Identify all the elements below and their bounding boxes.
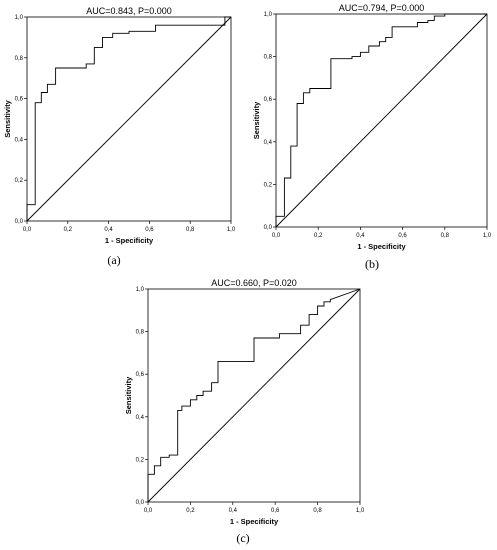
chart-2-x-tick-label: 0,0 xyxy=(272,233,281,239)
chart-1-reference-line xyxy=(26,16,232,222)
chart-2-reference-line xyxy=(275,13,488,228)
chart-3-title: AUC=0.660, P=0.020 xyxy=(211,278,297,288)
chart-3-y-tick-label: 0,2 xyxy=(136,457,145,463)
chart-3-x-tick-label: 0,0 xyxy=(144,508,153,514)
chart-3-roc-curve xyxy=(147,288,361,502)
chart-2-x-tick-label: 1,0 xyxy=(483,233,492,239)
chart-1-x-tick-label: 0,8 xyxy=(186,227,195,233)
chart-1-x-tick-label: 0,2 xyxy=(64,227,73,233)
chart-1-roc-curve xyxy=(26,16,231,221)
chart-3-x-tick-label: 1,0 xyxy=(356,508,365,514)
chart-2-panel: AUC=0.794, P=0.000 0,0 0,2 0,4 0,6 0,8 1,0 0,0 0… xyxy=(252,3,492,271)
chart-2-panel-label: (b) xyxy=(365,257,379,271)
chart-2-y-tick-label: 0,6 xyxy=(264,97,273,103)
chart-2-x-axis-label: 1 - Specificity xyxy=(357,242,406,251)
chart-3-y-tick-label: 0,6 xyxy=(136,372,145,378)
chart-3-x-axis-label: 1 - Specificity xyxy=(230,517,279,526)
chart-1-y-tick-label: 0,8 xyxy=(15,56,24,62)
chart-1-x-tick-label: 0,6 xyxy=(145,227,154,233)
chart-2-y-tick-label: 0,2 xyxy=(264,182,273,188)
chart-3-x-tick-label: 0,2 xyxy=(186,508,195,514)
chart-2-x-tick-label: 0,6 xyxy=(398,233,407,239)
chart-1-x-tick-label: 1,0 xyxy=(227,227,236,233)
chart-3-y-tick-label: 0,0 xyxy=(136,500,145,506)
chart-1-y-tick-label: 1,0 xyxy=(15,15,24,21)
chart-2-y-tick-label: 1,0 xyxy=(264,12,273,18)
chart-3-reference-line xyxy=(147,288,361,503)
chart-2-y-tick-label: 0,8 xyxy=(264,55,273,61)
chart-3-plot-frame xyxy=(147,288,361,503)
chart-2-y-tick-label: 0,0 xyxy=(264,225,273,231)
chart-3-panel-label: (c) xyxy=(236,531,249,545)
chart-3-y-tick-label: 0,8 xyxy=(136,330,145,336)
chart-3-x-tick-label: 0,6 xyxy=(271,508,280,514)
chart-2-y-tick-label: 0,4 xyxy=(264,140,273,146)
chart-1-y-tick-label: 0,4 xyxy=(15,137,24,143)
chart-2-x-tick-label: 0,2 xyxy=(314,233,323,239)
chart-1-plot-frame xyxy=(26,16,232,222)
chart-1-y-tick-label: 0,0 xyxy=(15,219,24,225)
chart-3-panel: AUC=0.660, P=0.020 0,0 0,2 0,4 0,6 0,8 1,0 0,0 0… xyxy=(124,278,365,545)
chart-2-x-tick-label: 0,8 xyxy=(441,233,450,239)
chart-2-y-axis-label: Sensitivity xyxy=(252,101,261,139)
chart-1-y-tick-label: 0,2 xyxy=(15,178,24,184)
chart-3-y-tick-label: 1,0 xyxy=(136,287,145,293)
chart-3-y-tick-label: 0,4 xyxy=(136,415,145,421)
chart-1-y-tick-label: 0,6 xyxy=(15,97,24,103)
chart-1-x-tick-label: 0,0 xyxy=(23,227,32,233)
chart-2-x-tick-label: 0,4 xyxy=(356,233,365,239)
chart-3-x-tick-label: 0,4 xyxy=(229,508,238,514)
chart-2-plot-frame xyxy=(275,13,488,228)
chart-3-y-axis-label: Sensitivity xyxy=(124,376,133,414)
chart-2-roc-curve xyxy=(275,13,487,227)
chart-1-y-axis-label: Sensitivity xyxy=(3,99,12,137)
chart-2-title: AUC=0.794, P=0.000 xyxy=(339,3,425,13)
chart-1-panel-label: (a) xyxy=(107,253,120,267)
chart-1-panel: AUC=0.843, P=0.000 0,0 0,2 0,4 0,6 0,8 1,0 0,0 0… xyxy=(3,6,236,267)
chart-3-x-tick-label: 0,8 xyxy=(313,508,322,514)
chart-1-title: AUC=0.843, P=0.000 xyxy=(86,6,172,16)
chart-1-x-tick-label: 0,4 xyxy=(104,227,113,233)
chart-1-x-axis-label: 1 - Specificity xyxy=(105,236,154,245)
